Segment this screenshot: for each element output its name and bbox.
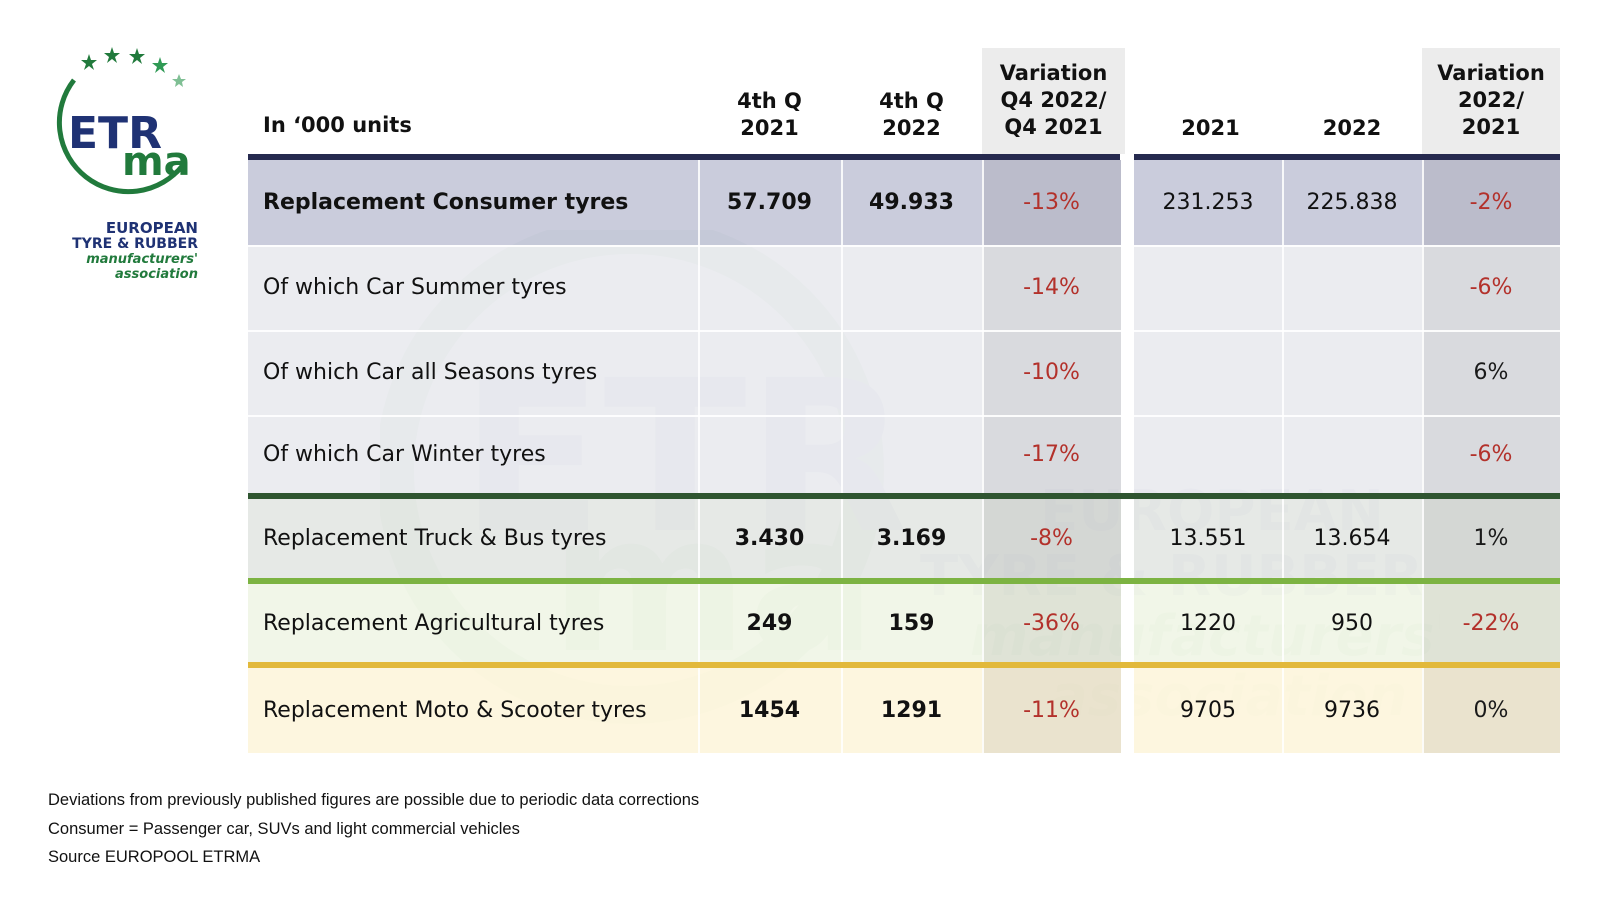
unit-label: In ‘000 units <box>263 113 412 137</box>
cell-q4-2021: 249 <box>746 610 793 636</box>
etrma-logo: ETR ma EUROPEAN TYRE & RUBBER manufactur… <box>48 45 198 290</box>
header-2022: 2022 <box>1282 115 1422 142</box>
row-label: Of which Car all Seasons tyres <box>263 360 598 385</box>
header-q4-2022-line1: 4th Q <box>879 89 944 113</box>
cell-q4-2022: 159 <box>888 610 935 636</box>
header-var-q: Variation Q4 2022/ Q4 2021 <box>982 60 1125 141</box>
cell-q4-2022 <box>841 415 982 493</box>
table-row: Replacement Consumer tyres 57.709 49.933… <box>248 160 1560 245</box>
header-2022-line1: 2022 <box>1322 116 1382 140</box>
moto-band <box>248 662 1560 668</box>
cell-var-y: -2% <box>1469 190 1513 215</box>
header-var-y-line1: Variation <box>1437 61 1545 85</box>
agri-band <box>248 578 1560 584</box>
cell-var-y: 6% <box>1473 360 1509 385</box>
table-row: Of which Car Winter tyres -17% -6% <box>248 415 1560 493</box>
row-label: Replacement Moto & Scooter tyres <box>263 698 647 723</box>
header-q4-2021-line1: 4th Q <box>737 89 802 113</box>
cell-var-y: 0% <box>1473 698 1509 723</box>
cell-2022: 225.838 <box>1306 190 1398 215</box>
cell-var-q: -11% <box>1023 698 1080 723</box>
logo-text-line1: EUROPEAN <box>105 219 198 237</box>
header-var-y: Variation 2022/ 2021 <box>1422 60 1560 141</box>
consumer-band <box>248 154 1120 160</box>
cell-var-q: -10% <box>1023 360 1080 385</box>
header-var-q-line2: Q4 2022/ <box>1000 88 1107 112</box>
cell-var-y: -6% <box>1469 275 1513 300</box>
header-2021: 2021 <box>1139 115 1282 142</box>
table-row: Of which Car all Seasons tyres -10% 6% <box>248 330 1560 415</box>
footnotes: Deviations from previously published fig… <box>48 786 699 872</box>
logo-text-line2: TYRE & RUBBER <box>72 236 198 252</box>
header-var-q-line1: Variation <box>999 61 1108 85</box>
cell-q4-2021 <box>698 415 841 493</box>
truck-band <box>248 493 1560 499</box>
table-row: Replacement Truck & Bus tyres 3.430 3.16… <box>248 499 1560 578</box>
star-icon <box>152 57 168 73</box>
cell-2021: 13.551 <box>1169 526 1247 551</box>
footnote-line: Source EUROPOOL ETRMA <box>48 848 261 866</box>
header-var-y-line3: 2021 <box>1461 115 1521 139</box>
row-label: Of which Car Summer tyres <box>263 275 567 300</box>
row-label: Replacement Truck & Bus tyres <box>263 526 607 551</box>
cell-var-y: 1% <box>1473 526 1509 551</box>
cell-2022 <box>1282 330 1422 415</box>
cell-var-y: -22% <box>1462 610 1520 636</box>
cell-q4-2022 <box>841 330 982 415</box>
table-row: Replacement Agricultural tyres 249 159 -… <box>248 584 1560 662</box>
cell-var-q: -36% <box>1023 610 1080 636</box>
header-2021-line1: 2021 <box>1181 116 1240 140</box>
cell-2022 <box>1282 415 1422 493</box>
cell-q4-2022 <box>841 245 982 330</box>
logo-acronym-top: ETR <box>68 108 162 159</box>
cell-q4-2021 <box>698 330 841 415</box>
cell-2021 <box>1134 415 1282 493</box>
etrma-logo-mark: ETR ma <box>56 47 191 195</box>
row-label: Replacement Agricultural tyres <box>263 610 605 636</box>
consumer-band-right <box>1134 154 1560 160</box>
cell-var-q: -8% <box>1030 526 1073 551</box>
cell-q4-2022: 49.933 <box>869 190 954 215</box>
cell-q4-2022: 3.169 <box>876 526 947 551</box>
table-row: Of which Car Summer tyres -14% -6% <box>248 245 1560 330</box>
cell-var-q: -13% <box>1023 190 1080 215</box>
header-q4-2022-line2: 2022 <box>882 116 941 140</box>
cell-2022: 950 <box>1331 610 1373 636</box>
cell-2021: 1220 <box>1180 610 1236 636</box>
footnote-line: Deviations from previously published fig… <box>48 791 700 809</box>
cell-2022: 13.654 <box>1313 526 1391 551</box>
var-q-header-bg <box>982 48 1125 154</box>
star-icon <box>172 74 186 87</box>
cell-2022: 9736 <box>1324 698 1380 723</box>
cell-q4-2021: 1454 <box>738 698 801 723</box>
cell-var-y: -6% <box>1469 441 1513 467</box>
cell-2021: 9705 <box>1180 698 1236 723</box>
star-icon <box>129 48 145 64</box>
footnote-line: Consumer = Passenger car, SUVs and light… <box>48 819 520 838</box>
cell-2021 <box>1134 245 1282 330</box>
header-q4-2021-line2: 2021 <box>740 116 799 140</box>
cell-2021: 231.253 <box>1162 190 1254 215</box>
cell-var-q: -17% <box>1023 441 1080 467</box>
var-y-header-bg <box>1422 48 1560 154</box>
star-icon <box>81 54 97 70</box>
header-q4-2021: 4th Q 2021 <box>698 88 841 142</box>
cell-2021 <box>1134 330 1282 415</box>
cell-q4-2021 <box>698 245 841 330</box>
row-label: Replacement Consumer tyres <box>263 190 629 215</box>
logo-text-line3: manufacturers' <box>86 252 198 267</box>
header-var-y-line2: 2022/ <box>1457 88 1525 112</box>
cell-q4-2022: 1291 <box>880 698 943 723</box>
cell-var-q: -14% <box>1023 275 1080 300</box>
logo-acronym-bottom: ma <box>122 139 191 185</box>
header-var-q-line3: Q4 2021 <box>1004 115 1103 139</box>
star-icon <box>104 47 120 63</box>
cell-2022 <box>1282 245 1422 330</box>
row-label: Of which Car Winter tyres <box>263 441 546 467</box>
cell-q4-2021: 3.430 <box>734 526 805 551</box>
cell-q4-2021: 57.709 <box>727 190 812 215</box>
header-q4-2022: 4th Q 2022 <box>841 88 982 142</box>
logo-text-line4: association <box>115 267 198 282</box>
table-row: Replacement Moto & Scooter tyres 1454 12… <box>248 668 1560 753</box>
